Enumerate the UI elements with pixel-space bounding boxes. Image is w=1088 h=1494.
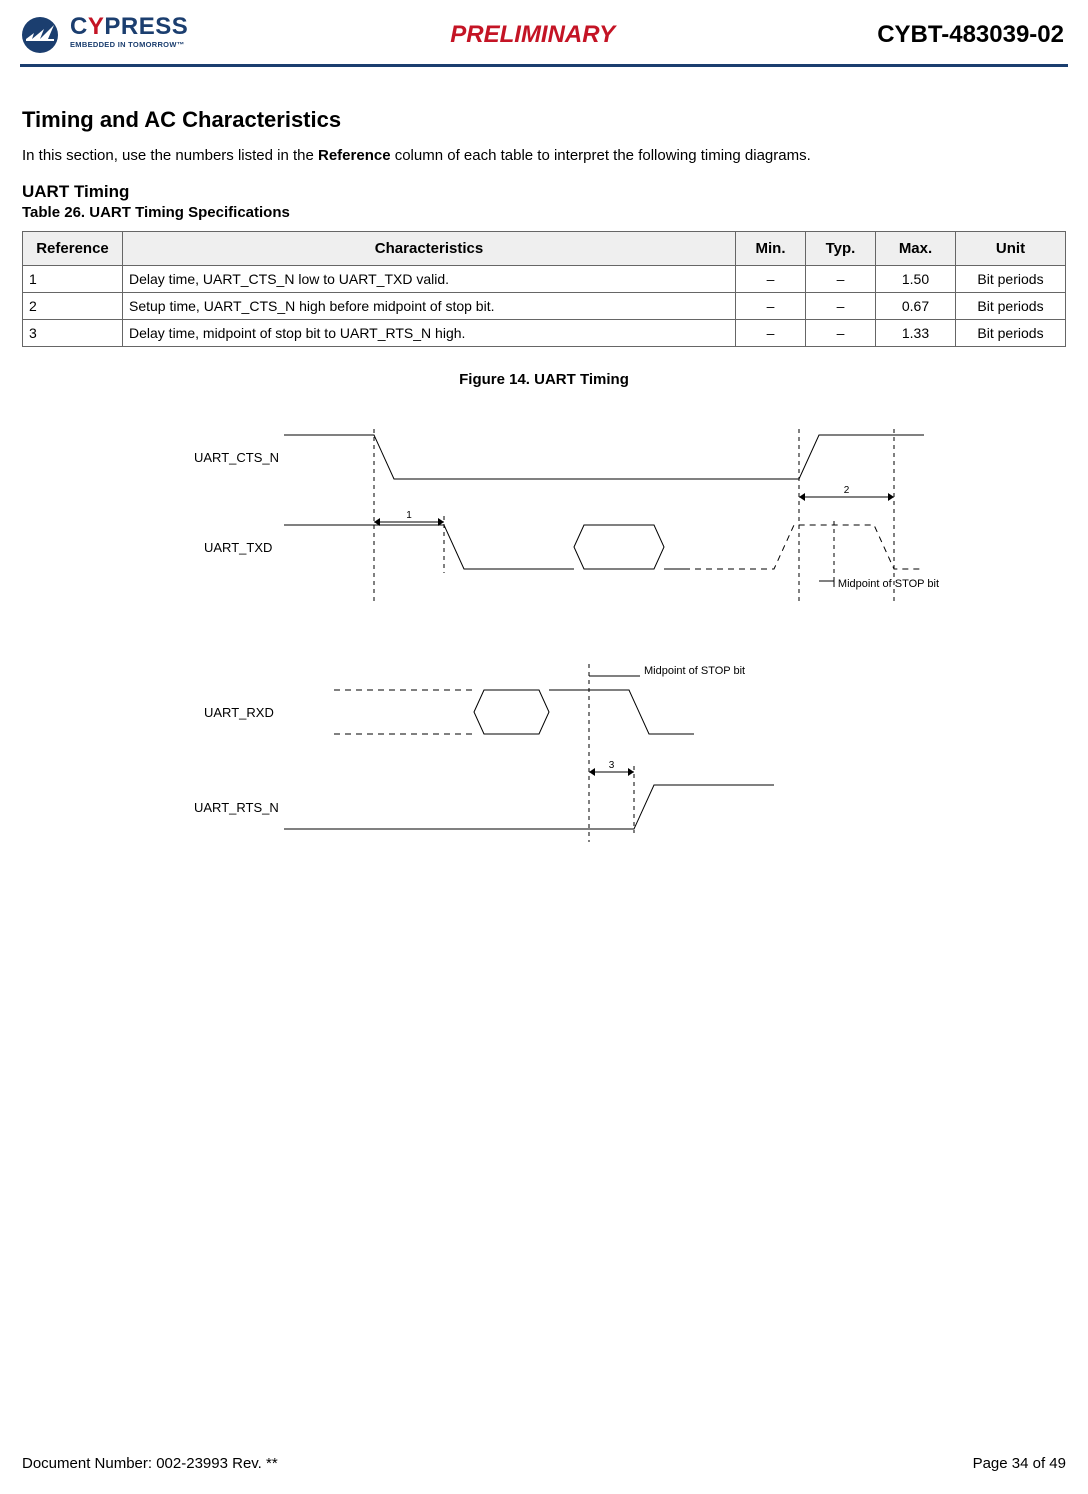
- table-caption: Table 26. UART Timing Specifications: [22, 204, 1066, 221]
- svg-text:UART_CTS_N: UART_CTS_N: [194, 450, 279, 465]
- col-max: Max.: [876, 232, 956, 266]
- table-cell: Bit periods: [956, 293, 1066, 320]
- table-cell: 2: [23, 293, 123, 320]
- page-number: Page 34 of 49: [973, 1455, 1066, 1472]
- table-cell: –: [736, 266, 806, 293]
- status-stamp: PRELIMINARY: [188, 21, 877, 49]
- page-content: Timing and AC Characteristics In this se…: [0, 67, 1088, 902]
- svg-text:2: 2: [844, 485, 850, 496]
- svg-text:3: 3: [609, 760, 615, 771]
- table-cell: Setup time, UART_CTS_N high before midpo…: [123, 293, 736, 320]
- table-cell: 1.33: [876, 320, 956, 347]
- table-cell: Bit periods: [956, 266, 1066, 293]
- page-footer: Document Number: 002-23993 Rev. ** Page …: [22, 1455, 1066, 1472]
- doc-number: Document Number: 002-23993 Rev. **: [22, 1455, 278, 1472]
- svg-text:UART_RXD: UART_RXD: [204, 705, 274, 720]
- logo-letter: C: [70, 15, 88, 39]
- subsection-title: UART Timing: [22, 182, 1066, 202]
- logo-letter: Y: [88, 15, 105, 39]
- intro-text: column of each table to interpret the fo…: [391, 147, 811, 164]
- logo-icon: [20, 15, 64, 55]
- table-row: 1Delay time, UART_CTS_N low to UART_TXD …: [23, 266, 1066, 293]
- table-cell: 1.50: [876, 266, 956, 293]
- table-cell: –: [806, 293, 876, 320]
- table-header-row: Reference Characteristics Min. Typ. Max.…: [23, 232, 1066, 266]
- table-row: 2Setup time, UART_CTS_N high before midp…: [23, 293, 1066, 320]
- col-typ: Typ.: [806, 232, 876, 266]
- svg-text:UART_TXD: UART_TXD: [204, 540, 272, 555]
- svg-text:Midpoint of STOP bit: Midpoint of STOP bit: [838, 578, 939, 590]
- logo-letter: PRESS: [104, 15, 188, 39]
- svg-text:UART_RTS_N: UART_RTS_N: [194, 800, 279, 815]
- section-intro: In this section, use the numbers listed …: [22, 147, 1066, 164]
- table-cell: Bit periods: [956, 320, 1066, 347]
- table-cell: 0.67: [876, 293, 956, 320]
- svg-text:Midpoint of STOP bit: Midpoint of STOP bit: [644, 665, 745, 677]
- table-cell: Delay time, UART_CTS_N low to UART_TXD v…: [123, 266, 736, 293]
- table-cell: –: [806, 266, 876, 293]
- table-cell: 1: [23, 266, 123, 293]
- intro-bold: Reference: [318, 147, 391, 164]
- uart-timing-diagram: UART_CTS_N UART_TXD 1 2 Midpoint of STOP bit…: [134, 402, 954, 902]
- table-cell: –: [736, 293, 806, 320]
- section-title: Timing and AC Characteristics: [22, 107, 1066, 133]
- figure-caption: Figure 14. UART Timing: [22, 371, 1066, 388]
- logo-text: C Y PRESS EMBEDDED IN TOMORROW™: [70, 15, 188, 49]
- table-cell: –: [806, 320, 876, 347]
- table-cell: Delay time, midpoint of stop bit to UART…: [123, 320, 736, 347]
- col-min: Min.: [736, 232, 806, 266]
- logo-tagline: EMBEDDED IN TOMORROW™: [70, 41, 188, 49]
- svg-text:1: 1: [406, 510, 412, 521]
- table-cell: –: [736, 320, 806, 347]
- col-reference: Reference: [23, 232, 123, 266]
- page-header: C Y PRESS EMBEDDED IN TOMORROW™ PRELIMIN…: [0, 0, 1088, 60]
- timing-diagram-wrap: UART_CTS_N UART_TXD 1 2 Midpoint of STOP bit…: [22, 402, 1066, 902]
- intro-text: In this section, use the numbers listed …: [22, 147, 318, 164]
- specs-table: Reference Characteristics Min. Typ. Max.…: [22, 231, 1066, 347]
- col-unit: Unit: [956, 232, 1066, 266]
- table-row: 3Delay time, midpoint of stop bit to UAR…: [23, 320, 1066, 347]
- company-logo: C Y PRESS EMBEDDED IN TOMORROW™: [20, 15, 188, 55]
- part-number: CYBT-483039-02: [877, 21, 1068, 49]
- col-characteristics: Characteristics: [123, 232, 736, 266]
- table-cell: 3: [23, 320, 123, 347]
